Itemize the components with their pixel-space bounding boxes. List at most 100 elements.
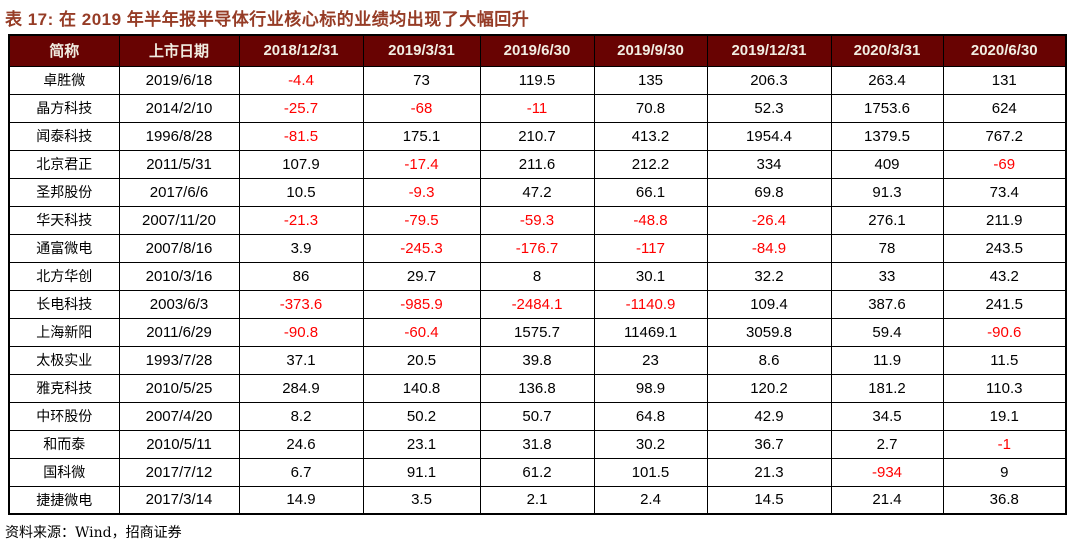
- listing-date-cell: 2017/7/12: [118, 457, 240, 487]
- value-cell: -81.5: [238, 121, 364, 151]
- table-row: 国科微 2017/7/12 6.7 91.1 61.2 101.5 21.3 -934 9: [8, 457, 1067, 487]
- value-cell: 24.6: [238, 429, 364, 459]
- value-cell: -17.4: [362, 149, 481, 179]
- company-name-cell: 太极实业: [8, 345, 120, 375]
- company-name-cell: 长电科技: [8, 289, 120, 319]
- value-cell: 387.6: [830, 289, 944, 319]
- value-cell: 66.1: [593, 177, 708, 207]
- table-row: 北京君正 2011/5/31 107.9 -17.4 211.6 212.2 334 409-…: [8, 149, 1067, 179]
- value-cell: -1140.9: [593, 289, 708, 319]
- value-cell: -90.8: [238, 317, 364, 347]
- company-name-cell: 圣邦股份: [8, 177, 120, 207]
- listing-date-cell: 2010/3/16: [118, 261, 240, 291]
- value-cell: -21.3: [238, 205, 364, 235]
- column-header: 上市日期: [118, 34, 240, 67]
- listing-date-cell: 1993/7/28: [118, 345, 240, 375]
- header-row: 简称 上市日期 2018/12/31 2019/3/31 2019/6/30 2019/9…: [8, 34, 1067, 67]
- value-cell: 50.7: [479, 401, 595, 431]
- company-name-cell: 国科微: [8, 457, 120, 487]
- value-cell: 59.4: [830, 317, 944, 347]
- value-cell: 8.6: [706, 345, 832, 375]
- column-header: 2020/6/30: [942, 34, 1067, 67]
- value-cell: 36.7: [706, 429, 832, 459]
- value-cell: 37.1: [238, 345, 364, 375]
- value-cell: -48.8: [593, 205, 708, 235]
- table-row: 北方华创 2010/3/16 86 29.7 8 30.1 32.2 33 43.2: [8, 261, 1067, 291]
- value-cell: -176.7: [479, 233, 595, 263]
- value-cell: -59.3: [479, 205, 595, 235]
- table-row: 长电科技 2003/6/3 -373.6 -985.9 -2484.1 -1140.9 10…: [8, 289, 1067, 319]
- value-cell: -79.5: [362, 205, 481, 235]
- table-row: 中环股份 2007/4/20 8.2 50.2 50.7 64.8 42.9 34.5 19.1: [8, 401, 1067, 431]
- value-cell: 39.8: [479, 345, 595, 375]
- table-row: 闻泰科技 1996/8/28 -81.5 175.1 210.7 413.2 1954.4 1…: [8, 121, 1067, 151]
- value-cell: -25.7: [238, 93, 364, 123]
- value-cell: 47.2: [479, 177, 595, 207]
- value-cell: 624: [942, 93, 1067, 123]
- value-cell: 69.8: [706, 177, 832, 207]
- value-cell: 263.4: [830, 65, 944, 95]
- value-cell: -117: [593, 233, 708, 263]
- table-row: 圣邦股份 2017/6/6 10.5 -9.3 47.2 66.1 69.8 91.3 73.4: [8, 177, 1067, 207]
- value-cell: -90.6: [942, 317, 1067, 347]
- value-cell: 78: [830, 233, 944, 263]
- value-cell: 119.5: [479, 65, 595, 95]
- value-cell: 8: [479, 261, 595, 291]
- value-cell: 11.9: [830, 345, 944, 375]
- value-cell: -11: [479, 93, 595, 123]
- value-cell: 91.1: [362, 457, 481, 487]
- column-header: 2019/6/30: [479, 34, 595, 67]
- value-cell: 33: [830, 261, 944, 291]
- value-cell: 42.9: [706, 401, 832, 431]
- table-body: 卓胜微 2019/6/18 -4.4 73 119.5 135 206.3 263.4 131 晶…: [8, 65, 1067, 515]
- value-cell: 73.4: [942, 177, 1067, 207]
- value-cell: 212.2: [593, 149, 708, 179]
- value-cell: 73: [362, 65, 481, 95]
- listing-date-cell: 2011/6/29: [118, 317, 240, 347]
- column-header: 简称: [8, 34, 120, 67]
- company-name-cell: 晶方科技: [8, 93, 120, 123]
- table-row: 雅克科技 2010/5/25 284.9 140.8 136.8 98.9 120.2 181…: [8, 373, 1067, 403]
- value-cell: 43.2: [942, 261, 1067, 291]
- value-cell: 109.4: [706, 289, 832, 319]
- value-cell: -60.4: [362, 317, 481, 347]
- value-cell: 34.5: [830, 401, 944, 431]
- company-name-cell: 上海新阳: [8, 317, 120, 347]
- value-cell: -68: [362, 93, 481, 123]
- table-row: 和而泰 2010/5/11 24.6 23.1 31.8 30.2 36.7 2.7 -1: [8, 429, 1067, 459]
- value-cell: 284.9: [238, 373, 364, 403]
- value-cell: 181.2: [830, 373, 944, 403]
- performance-table: 简称 上市日期 2018/12/31 2019/3/31 2019/6/30 2019/9…: [8, 34, 1067, 515]
- value-cell: 135: [593, 65, 708, 95]
- value-cell: 21.4: [830, 485, 944, 515]
- value-cell: 30.1: [593, 261, 708, 291]
- value-cell: -4.4: [238, 65, 364, 95]
- value-cell: 2.1: [479, 485, 595, 515]
- source-note: 资料来源：Wind，招商证券: [5, 525, 182, 541]
- column-header: 2018/12/31: [238, 34, 364, 67]
- value-cell: 11.5: [942, 345, 1067, 375]
- value-cell: 14.5: [706, 485, 832, 515]
- value-cell: 21.3: [706, 457, 832, 487]
- value-cell: 3059.8: [706, 317, 832, 347]
- value-cell: 120.2: [706, 373, 832, 403]
- company-name-cell: 中环股份: [8, 401, 120, 431]
- company-name-cell: 北京君正: [8, 149, 120, 179]
- value-cell: 767.2: [942, 121, 1067, 151]
- column-header: 2019/9/30: [593, 34, 708, 67]
- value-cell: 241.5: [942, 289, 1067, 319]
- value-cell: 30.2: [593, 429, 708, 459]
- value-cell: 19.1: [942, 401, 1067, 431]
- value-cell: 107.9: [238, 149, 364, 179]
- value-cell: 210.7: [479, 121, 595, 151]
- value-cell: 11469.1: [593, 317, 708, 347]
- table-row: 晶方科技 2014/2/10 -25.7 -68 -11 70.8 52.3 1753.6 62…: [8, 93, 1067, 123]
- value-cell: 86: [238, 261, 364, 291]
- value-cell: 9: [942, 457, 1067, 487]
- listing-date-cell: 2017/3/14: [118, 485, 240, 515]
- value-cell: 2.4: [593, 485, 708, 515]
- listing-date-cell: 2010/5/11: [118, 429, 240, 459]
- value-cell: 101.5: [593, 457, 708, 487]
- value-cell: -9.3: [362, 177, 481, 207]
- listing-date-cell: 1996/8/28: [118, 121, 240, 151]
